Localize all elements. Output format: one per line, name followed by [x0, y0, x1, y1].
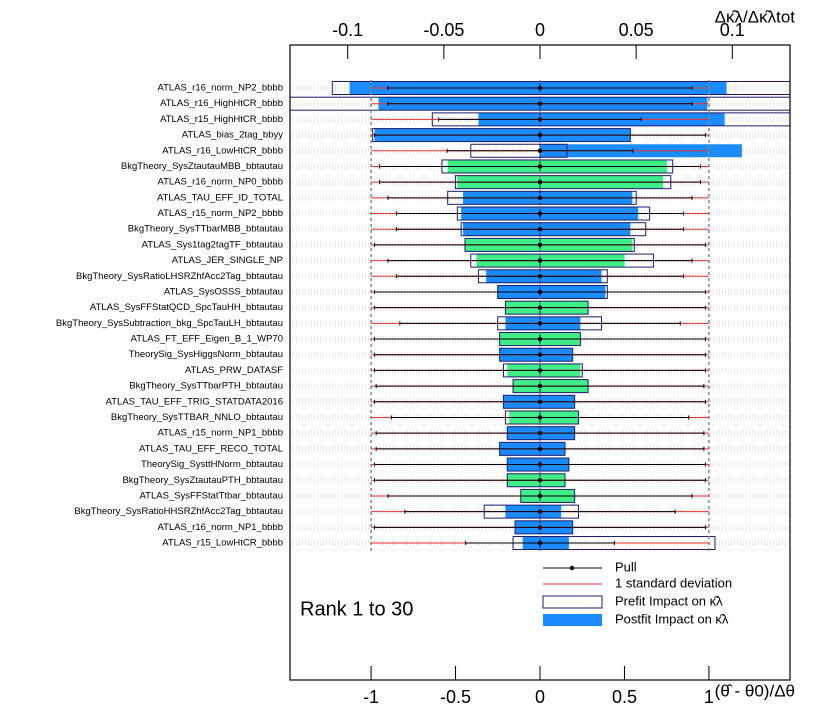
category-label: ATLAS_TAU_EFF_ID_TOTAL: [157, 192, 283, 203]
category-label: BkgTheory_SysTTbarPTH_bbtautau: [129, 381, 283, 392]
pull-marker: [537, 399, 543, 404]
category-label: ATLAS_r16_norm_NP2_bbbb: [157, 83, 283, 94]
x-tick-label: 0.5: [612, 687, 637, 707]
pull-marker: [537, 101, 543, 106]
pull-marker: [537, 509, 543, 514]
category-label: ATLAS_r16_LowHtCR_bbbb: [162, 145, 283, 156]
category-label: ATLAS_PRW_DATASF: [185, 365, 283, 376]
pull-marker: [537, 164, 543, 169]
x-tick-label: 1: [704, 687, 714, 707]
x2-tick-label: -0.05: [423, 20, 464, 40]
category-label: BkgTheory_SysZtautauMBB_bbtautau: [121, 161, 283, 172]
legend-postfit-box: [543, 614, 602, 626]
category-label: ATLAS_r16_HighHtCR_bbbb: [160, 98, 283, 109]
pull-marker: [537, 148, 543, 153]
pull-marker: [537, 117, 543, 122]
bottom-axis-label: (θ̂ - θ0)/Δθ: [715, 681, 795, 700]
x-tick-label: -0.5: [440, 687, 471, 707]
pull-marker: [537, 368, 543, 373]
pull-marker: [537, 446, 543, 452]
pull-marker: [537, 85, 543, 91]
x-tick-label: 0: [535, 687, 545, 707]
pull-marker: [537, 242, 543, 248]
category-label: ATLAS_SysOSSS_bbtautau: [164, 286, 283, 297]
category-label: BkgTheory_SysZtautauPTH_bbtautau: [122, 475, 283, 486]
pull-marker: [537, 305, 543, 310]
x-tick-label: -1: [363, 687, 379, 707]
category-label: BkgTheory_SysRatioHHSRZhfAcc2Tag_bbtauta…: [74, 506, 283, 517]
category-label: ATLAS_SysFFStatQCD_SpcTauHH_bbtautau: [90, 302, 283, 313]
category-label: ATLAS_r16_norm_NP0_bbbb: [157, 177, 283, 188]
category-label: ATLAS_FT_EFF_Eigen_B_1_WP70: [131, 334, 283, 345]
top-axis-label: Δκ̂λ/Δκ̂λtot: [715, 7, 796, 26]
plot-area: [290, 80, 790, 554]
legend-pull-marker: [569, 565, 575, 571]
pull-marker: [537, 525, 543, 530]
category-label: ATLAS_r16_norm_NP1_bbbb: [157, 522, 283, 533]
category-label: ATLAS_r15_LowHtCR_bbbb: [162, 538, 283, 549]
pull-marker: [537, 478, 543, 483]
legend-label: Postfit Impact on κ̂λ: [615, 611, 729, 626]
pull-marker: [537, 258, 543, 263]
pull-marker: [537, 179, 543, 185]
category-label: BkgTheory_SysTTbarMBB_bbtautau: [128, 224, 283, 235]
x2-tick-label: 0.05: [619, 20, 654, 40]
legend-prefit-box: [542, 595, 603, 609]
pull-marker: [537, 462, 543, 467]
pull-marker: [537, 132, 543, 138]
x2-tick-label: 0.1: [720, 20, 745, 40]
x2-tick-label: 0: [535, 20, 545, 40]
category-label: ATLAS_r15_norm_NP2_bbbb: [157, 208, 283, 219]
legend-label: Pull: [615, 559, 637, 574]
category-label: ATLAS_Sys1tag2tagTF_bbtautau: [142, 239, 283, 250]
category-label: TheorySig_SysHiggsNorm_bbtautau: [129, 349, 283, 360]
category-label: ATLAS_r15_HighHtCR_bbbb: [160, 114, 283, 125]
category-label: BkgTheory_SysSubtraction_bkg_SpcTauLH_bb…: [56, 318, 283, 329]
category-label: BkgTheory_SysTTBAR_NNLO_bbtautau: [111, 412, 283, 423]
legend-label: 1 standard deviation: [615, 575, 732, 590]
category-label: TheorySig_SysttHNorm_bbtautau: [141, 459, 283, 470]
category-label: BkgTheory_SysRatioLHSRZhfAcc2Tag_bbtauta…: [76, 271, 283, 282]
pull-marker: [537, 415, 543, 420]
category-label: ATLAS_TAU_EFF_TRIG_STATDATA2016: [106, 396, 283, 407]
annotation: Rank 1 to 30: [300, 598, 413, 620]
legend-label: Prefit Impact on κ̂λ: [615, 593, 723, 608]
category-label: ATLAS_bias_2tag_bbyy: [182, 130, 283, 141]
pull-marker: [537, 430, 543, 436]
pull-marker: [537, 493, 543, 499]
pull-marker: [537, 211, 543, 216]
category-label: ATLAS_SysFFStatTtbar_bbtautau: [140, 490, 283, 501]
pull-marker: [537, 289, 543, 295]
category-label: ATLAS_r15_norm_NP1_bbbb: [157, 428, 283, 439]
pull-marker: [537, 321, 543, 326]
pull-marker: [537, 540, 543, 546]
pull-marker: [537, 383, 543, 389]
pull-marker: [537, 274, 543, 279]
pull-marker: [537, 227, 543, 232]
category-label: ATLAS_TAU_EFF_RECO_TOTAL: [139, 443, 283, 454]
pull-marker: [537, 336, 543, 342]
pull-marker: [537, 352, 543, 357]
category-label: ATLAS_JER_SINGLE_NP: [172, 255, 283, 266]
x2-tick-label: -0.1: [332, 20, 363, 40]
pull-marker: [537, 195, 543, 201]
